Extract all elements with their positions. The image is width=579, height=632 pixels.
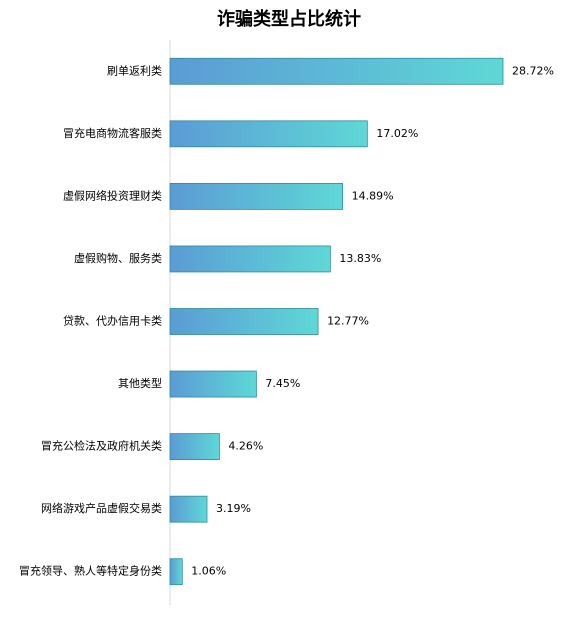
bar: [169, 433, 220, 461]
value-label: 13.83%: [339, 252, 381, 265]
value-label: 7.45%: [265, 377, 300, 390]
value-label: 17.02%: [376, 127, 418, 140]
bar: [169, 558, 183, 586]
category-label: 冒充电商物流客服类: [63, 126, 162, 140]
bar: [169, 370, 257, 398]
bar: [169, 245, 331, 273]
value-label: 12.77%: [327, 315, 369, 328]
category-label: 网络游戏产品虚假交易类: [41, 501, 162, 515]
bar: [169, 120, 368, 148]
bar: [169, 308, 319, 335]
bar: [169, 495, 208, 523]
category-label: 冒充领导、熟人等特定身份类: [19, 564, 162, 578]
category-label: 其他类型: [118, 376, 162, 390]
category-label: 刷单返利类: [107, 63, 162, 77]
value-label: 1.06%: [191, 565, 226, 578]
value-label: 28.72%: [512, 64, 554, 77]
category-label: 虚假网络投资理财类: [63, 188, 162, 202]
bar: [169, 182, 344, 210]
chart-title: 诈骗类型占比统计: [217, 8, 361, 30]
bar: [169, 57, 504, 85]
category-label: 冒充公检法及政府机关类: [41, 439, 162, 453]
category-label: 贷款、代办信用卡类: [63, 314, 162, 328]
value-label: 14.89%: [352, 189, 394, 202]
value-label: 3.19%: [216, 502, 251, 515]
value-label: 4.26%: [228, 440, 263, 453]
category-label: 虚假购物、服务类: [74, 251, 162, 265]
